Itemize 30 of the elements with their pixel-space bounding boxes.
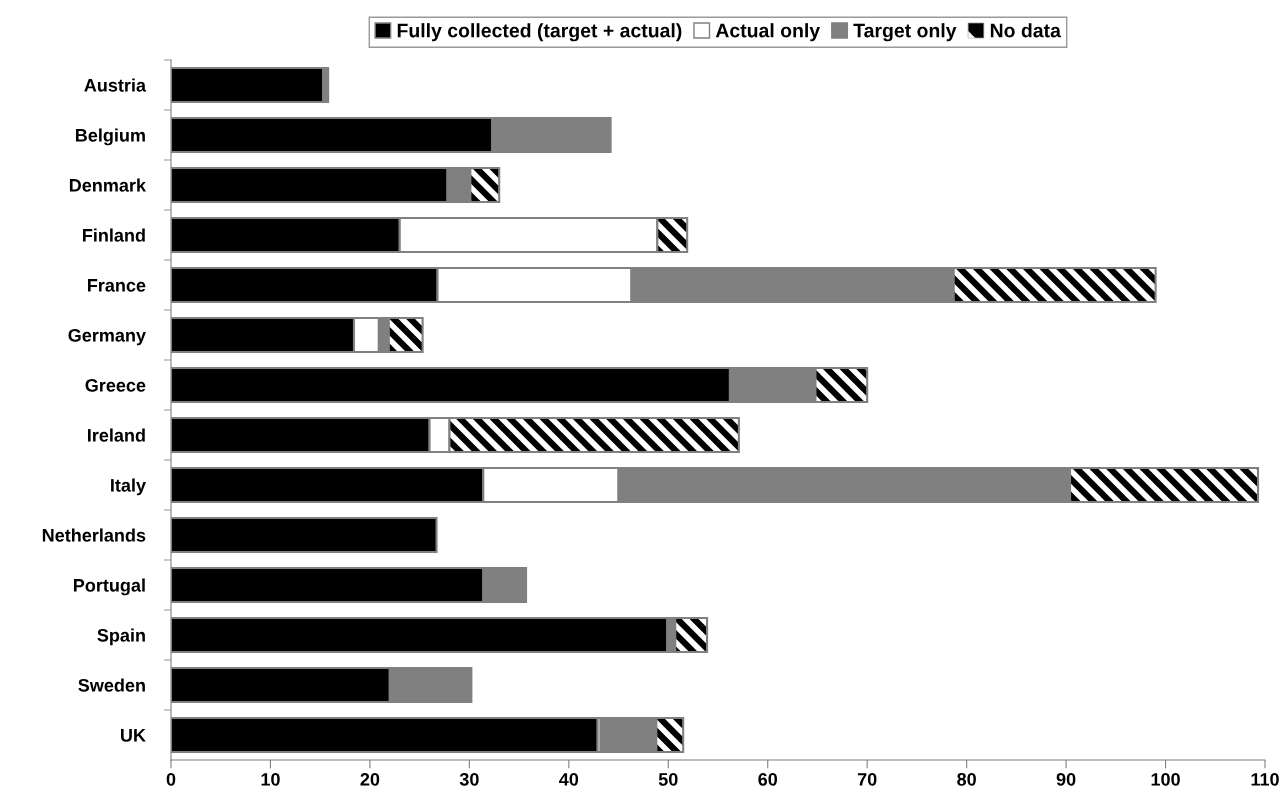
y-tick-label: Greece <box>85 378 146 392</box>
legend-label: No data <box>990 23 1062 38</box>
x-tick-label: 10 <box>261 772 280 786</box>
x-tick-label: 20 <box>360 772 380 786</box>
x-tick-label: 50 <box>658 772 678 786</box>
y-tick-label: Belgium <box>75 128 145 146</box>
x-tick-label: 40 <box>559 772 579 786</box>
y-tick-label: Denmark <box>69 178 147 192</box>
x-tick-label: 70 <box>857 772 877 786</box>
x-tick-label: 0 <box>166 772 176 786</box>
y-tick-label: Austria <box>84 78 147 92</box>
x-tick-label: 100 <box>1151 772 1180 786</box>
y-tick-label: Ireland <box>88 428 145 442</box>
x-tick-label: 110 <box>1251 772 1279 786</box>
x-tick-label: 90 <box>1056 772 1076 786</box>
legend-label: Target only <box>853 23 957 42</box>
y-tick-label: Sweden <box>78 678 145 692</box>
y-tick-label: UK <box>121 729 146 742</box>
legend-label: Actual only <box>715 23 821 42</box>
y-tick-label: Finland <box>83 228 145 242</box>
y-tick-label: Germany <box>68 328 146 346</box>
y-tick-label: France <box>88 279 146 292</box>
y-tick-label: Spain <box>97 628 145 646</box>
y-tick-label: Netherlands <box>42 528 146 542</box>
y-tick-label: Italy <box>111 478 146 496</box>
x-tick-label: 60 <box>758 772 778 786</box>
x-tick-label: 30 <box>459 772 479 786</box>
x-tick-label: 80 <box>957 772 976 786</box>
legend-label: Fully collected (target + actual) <box>397 23 682 42</box>
y-tick-label: Portugal <box>73 578 145 596</box>
